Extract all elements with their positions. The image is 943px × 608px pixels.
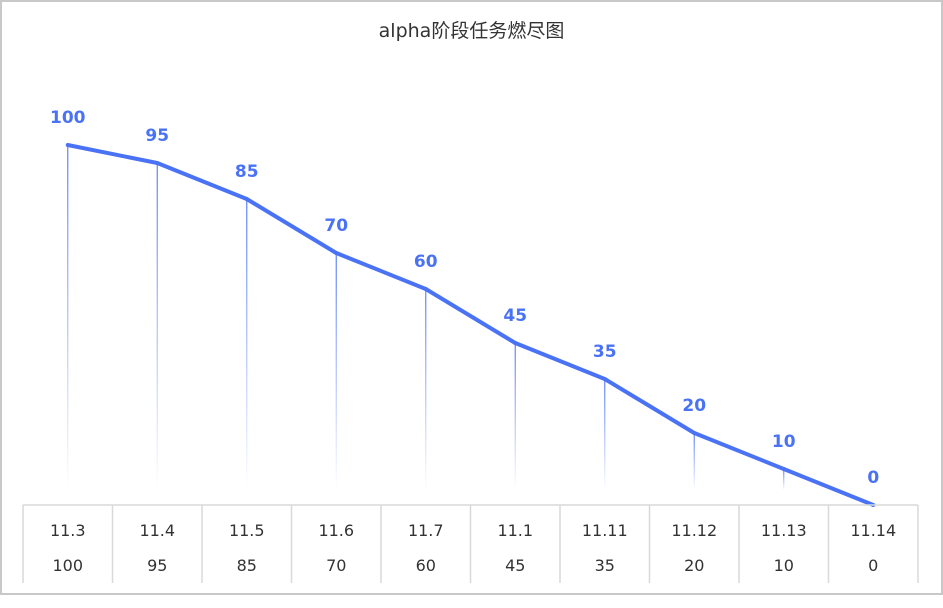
table-value: 20 <box>684 556 704 575</box>
drop-line <box>425 289 427 490</box>
chart-title: alpha阶段任务燃尽图 <box>378 20 565 42</box>
drop-line <box>514 343 516 490</box>
data-point <box>155 161 160 165</box>
data-point <box>781 467 786 471</box>
data-label: 0 <box>867 468 879 488</box>
data-label: 10 <box>772 432 796 452</box>
x-tick-label: 11.1 <box>497 521 533 540</box>
table-value: 10 <box>774 556 794 575</box>
x-tick-label: 11.5 <box>229 521 265 540</box>
data-label: 60 <box>414 252 438 272</box>
drop-line <box>604 379 606 490</box>
series-line <box>67 143 874 507</box>
data-label: 45 <box>503 306 527 326</box>
x-tick-label: 11.13 <box>761 521 807 540</box>
drop-line <box>156 163 158 490</box>
data-point <box>602 377 607 381</box>
table-value: 95 <box>147 556 167 575</box>
drop-line <box>783 469 785 490</box>
drop-line <box>246 199 248 490</box>
x-tick-label: 11.11 <box>582 521 628 540</box>
x-tick-label: 11.4 <box>139 521 175 540</box>
table-value: 0 <box>868 556 878 575</box>
data-label: 35 <box>593 342 617 362</box>
data-point <box>513 341 518 345</box>
x-tick-label: 11.12 <box>671 521 717 540</box>
table-value: 45 <box>505 556 525 575</box>
data-label: 70 <box>324 216 348 236</box>
table-value: 35 <box>595 556 615 575</box>
data-point <box>423 287 428 291</box>
data-point <box>334 251 339 255</box>
drop-line <box>693 433 695 490</box>
x-tick-label: 11.7 <box>408 521 444 540</box>
table-value: 85 <box>237 556 257 575</box>
x-tick-label: 11.14 <box>850 521 896 540</box>
data-point <box>244 197 249 201</box>
x-tick-label: 11.3 <box>50 521 86 540</box>
drop-line <box>67 145 69 490</box>
table-value: 70 <box>326 556 346 575</box>
x-tick-label: 11.6 <box>318 521 354 540</box>
data-point <box>692 431 697 435</box>
data-point <box>65 143 70 147</box>
table-value: 100 <box>52 556 83 575</box>
data-label: 20 <box>682 396 706 416</box>
table-value: 60 <box>416 556 436 575</box>
drop-line <box>335 253 337 490</box>
data-label: 85 <box>235 162 259 182</box>
data-label: 95 <box>145 126 169 146</box>
data-label: 100 <box>50 108 86 128</box>
